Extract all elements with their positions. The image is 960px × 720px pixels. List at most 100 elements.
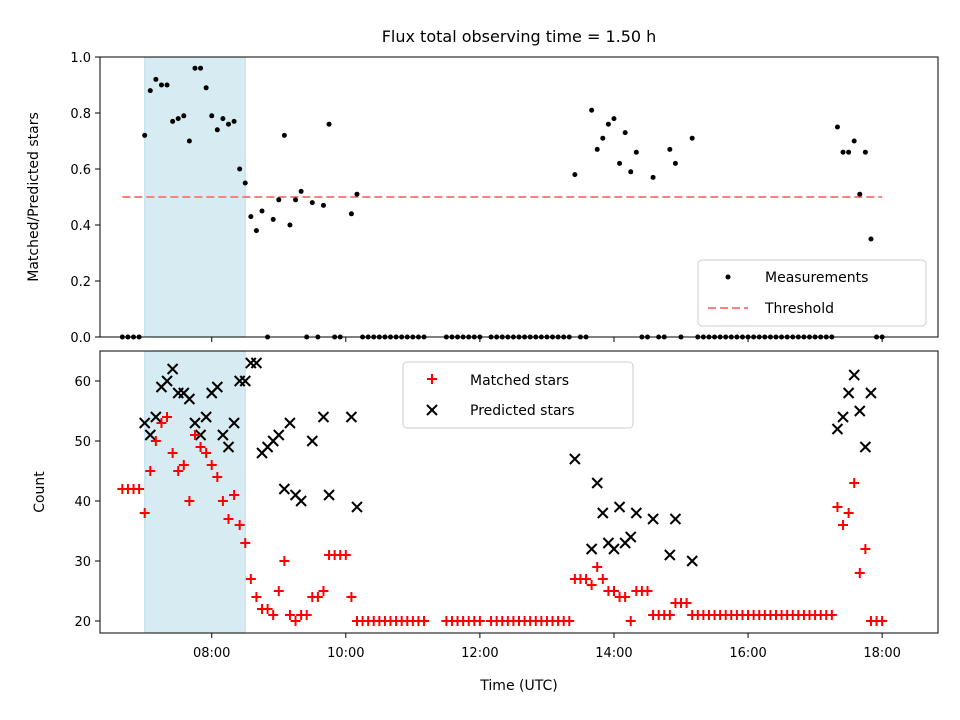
matched-star-point [189, 430, 200, 440]
matched-star-point [268, 610, 279, 620]
legend-measurements-label: Measurements [765, 270, 868, 286]
top-y-tick-label: 1.0 [70, 51, 91, 66]
bottom-y-ticks: 20 30 40 50 60 [74, 375, 100, 630]
matched-star-point [217, 496, 228, 506]
legend-matched-label: Matched stars [470, 373, 569, 389]
predicted-star-point [144, 429, 156, 441]
predicted-star-point [239, 375, 251, 387]
bottom-x-tick-label: 16:00 [729, 646, 766, 661]
matched-star-point [167, 448, 178, 458]
matched-star-point [139, 508, 150, 518]
predicted-star-point [161, 375, 173, 387]
predicted-stars-series [138, 357, 877, 567]
matched-stars-series [117, 412, 888, 626]
legend-predicted-marker [426, 404, 438, 416]
predicted-star-point [273, 429, 285, 441]
top-axes-frame [99, 56, 939, 338]
predicted-star-point [630, 507, 643, 519]
matched-star-point [184, 496, 195, 506]
measurement-point [276, 197, 282, 203]
predicted-star-point [613, 501, 626, 513]
matched-star-point [195, 442, 206, 452]
matched-star-point [262, 604, 273, 614]
matched-star-point [312, 592, 323, 602]
measurement-point [164, 82, 170, 88]
legend-matched-marker [427, 374, 437, 384]
measurement-point [192, 65, 198, 71]
top-legend: Measurements Threshold [697, 259, 927, 327]
predicted-star-point [211, 381, 224, 393]
bottom-y-tick-label: 40 [74, 495, 91, 510]
predicted-star-point [166, 363, 179, 375]
measurement-point [231, 118, 237, 124]
top-panel: 0.0 0.2 0.4 0.6 0.8 1.0 Flux total observing … [26, 27, 939, 346]
matched-star-point [592, 562, 603, 572]
measurement-point [633, 149, 639, 155]
bottom-y-tick-label: 60 [74, 375, 91, 390]
measurement-point [834, 124, 840, 130]
matched-star-point [229, 490, 240, 500]
bottom-x-tick-label: 08:00 [193, 646, 230, 661]
predicted-star-point [585, 543, 598, 555]
measurement-point [354, 191, 360, 197]
top-y-ticks: 0.0 0.2 0.4 0.6 0.8 1.0 [70, 51, 100, 346]
predicted-star-point [222, 441, 235, 453]
bottom-axes-frame [99, 350, 939, 634]
legend-predicted-label: Predicted stars [470, 403, 575, 419]
matched-star-point [212, 472, 223, 482]
measurement-point [862, 149, 868, 155]
predicted-star-point [228, 417, 240, 429]
measurement-point [851, 138, 857, 144]
matched-star-point [162, 412, 173, 422]
matched-star-point [877, 616, 888, 626]
measurement-point [175, 116, 181, 122]
measurement-point [186, 138, 192, 144]
x-axis-label: Time (UTC) [479, 678, 557, 694]
matched-star-point [586, 580, 597, 590]
predicted-star-point [306, 435, 319, 447]
measurement-point [672, 160, 678, 166]
bottom-y-tick-label: 50 [74, 435, 91, 450]
matched-star-point [581, 574, 592, 584]
bottom-y-tick-label: 20 [74, 615, 91, 630]
measurement-point [281, 132, 287, 138]
bottom-x-tick-label: 10:00 [327, 646, 364, 661]
measurement-point [617, 160, 623, 166]
bottom-x-tick-label: 12:00 [461, 646, 498, 661]
matched-star-point [173, 466, 184, 476]
chart-title: Flux total observing time = 1.50 h [382, 27, 657, 46]
measurement-point [220, 116, 226, 122]
matched-star-point [301, 610, 312, 620]
matched-star-point [826, 610, 837, 620]
matched-star-point [419, 616, 430, 626]
matched-star-point [854, 568, 865, 578]
matched-star-point [664, 610, 675, 620]
matched-star-point [474, 616, 485, 626]
legend-measurements-marker [725, 274, 731, 280]
predicted-star-point [608, 543, 620, 555]
predicted-star-point [189, 417, 201, 429]
predicted-star-point [837, 411, 849, 423]
top-y-tick-label: 0.0 [70, 331, 91, 346]
top-y-tick-label: 0.6 [70, 163, 91, 178]
matched-star-point [234, 520, 245, 530]
matched-star-point [318, 586, 329, 596]
predicted-star-point [200, 411, 212, 423]
matched-star-point [681, 598, 692, 608]
predicted-star-point [345, 411, 358, 423]
predicted-star-point [859, 441, 872, 453]
predicted-star-point [317, 411, 330, 423]
measurement-point [572, 172, 578, 178]
top-y-tick-label: 0.4 [70, 219, 91, 234]
predicted-star-point [669, 513, 682, 525]
predicted-star-point [831, 423, 844, 435]
bottom-highlight-span [144, 350, 246, 634]
predicted-star-point [278, 483, 291, 495]
predicted-star-point [351, 501, 363, 513]
measurement-point [253, 228, 259, 234]
matched-star-point [838, 520, 849, 530]
measurement-point [326, 121, 332, 127]
measurement-point [611, 116, 617, 122]
measurement-point [868, 236, 874, 242]
